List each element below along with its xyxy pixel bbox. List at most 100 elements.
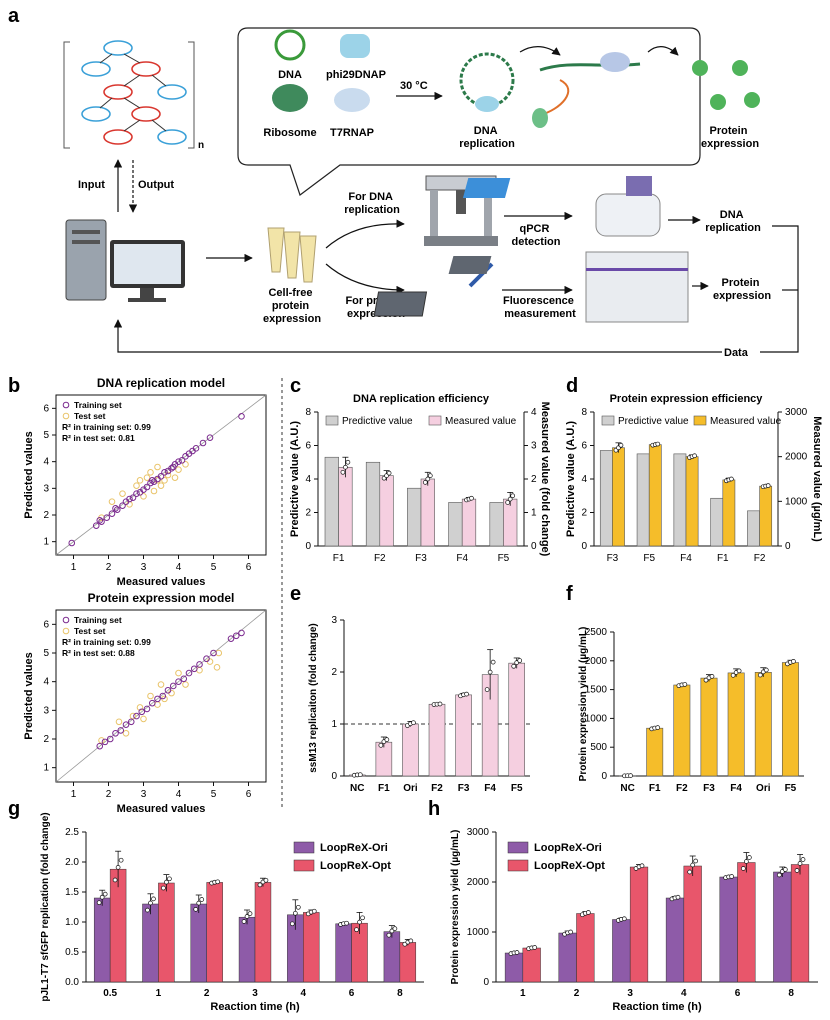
bar-ori <box>558 932 577 983</box>
identity-line <box>55 394 267 556</box>
chart-protein-expression-model: Protein expression model 1 1 2 2 3 3 4 4 5 5 6 6 Meas… <box>23 591 267 815</box>
reagent-ribosome: Ribosome <box>263 127 316 139</box>
replicate-point <box>510 493 516 499</box>
replicate-point <box>215 879 221 885</box>
replicate-point <box>757 672 763 678</box>
bar <box>781 662 799 777</box>
step-protein-expression-line: Protein <box>710 125 748 137</box>
bar-opt <box>254 882 272 983</box>
qpcr-label-line: detection <box>512 236 561 248</box>
scatter-point <box>185 669 193 677</box>
out-dna-label-line: replication <box>705 222 761 234</box>
scatter-point <box>182 681 189 688</box>
replicate-point <box>343 464 348 470</box>
scatter-point <box>112 505 119 512</box>
y-tick-label: 3 <box>43 705 49 716</box>
bar-measured <box>612 447 625 547</box>
replicate-point <box>655 441 661 447</box>
y-axis-label: Predictive value (A.U.) <box>289 421 301 537</box>
bar-measured <box>759 485 773 547</box>
panel-letter-c: c <box>290 375 301 397</box>
replicate-point <box>776 872 782 878</box>
replicate-point <box>464 691 469 697</box>
replicate-point <box>164 879 169 885</box>
scatter-point <box>232 632 240 640</box>
scatter-point <box>96 517 104 524</box>
x-tick-label: F4 <box>484 783 496 794</box>
x-tick-label: 6 <box>349 988 355 999</box>
replicate-point <box>568 929 573 935</box>
y-tick-label: 6 <box>305 441 311 452</box>
for-dna-label: For DNA replication <box>344 191 400 216</box>
y2-tick-label: 1000 <box>785 496 808 507</box>
bar-measured <box>379 475 394 547</box>
legend-swatch <box>693 415 707 426</box>
replicate-point <box>487 669 493 675</box>
legend-swatch <box>601 415 615 426</box>
step-dna-replication: DNA replication <box>459 125 515 150</box>
replicate-point <box>289 921 295 927</box>
chart-dna-replication-efficiency: DNA replication efficiency 0 2 4 6 8 0 1 2 3 4 Pred… <box>289 393 551 564</box>
x-tick-label: 2 <box>574 988 580 999</box>
scatter-point <box>136 477 144 484</box>
scatter-point <box>133 482 140 489</box>
scatter-point <box>101 738 109 746</box>
reagent-t7: T7RNAP <box>330 127 374 139</box>
replicate-point <box>490 659 496 665</box>
scatter-point <box>115 718 123 726</box>
bar <box>727 672 745 777</box>
t7rnap-icon <box>334 88 370 112</box>
replicate-point <box>384 737 390 742</box>
cell-free-label: Cell-free protein expression <box>263 287 321 325</box>
replicate-point <box>378 742 384 748</box>
replicate-point <box>392 926 398 931</box>
replicate-point <box>729 476 734 482</box>
x-tick-label: F3 <box>415 553 427 564</box>
out-dna-label: DNA replication <box>705 209 761 234</box>
bar-predictive <box>448 502 463 547</box>
annotation: R² in training set: 0.99 <box>62 637 151 647</box>
bar-ori <box>190 903 207 983</box>
x-tick-label: 4 <box>176 562 182 573</box>
x-tick-label: F1 <box>333 553 345 564</box>
bar-predictive <box>710 497 724 547</box>
replicate-point <box>292 910 298 916</box>
chart-ssm13-replication: 0 1 2 3 ssM13 replicaiton (fold change) NC F1 O… <box>308 615 530 794</box>
scatter-point <box>192 445 200 452</box>
y2-tick-label: 2 <box>531 474 537 485</box>
bar-ori <box>335 923 352 983</box>
x-axis-label: Reaction time (h) <box>612 1001 702 1013</box>
y-tick-label: 0 <box>305 541 311 552</box>
replicate-point <box>427 473 433 478</box>
replicate-point <box>709 674 715 679</box>
scatter-point <box>136 704 144 711</box>
scatter-point <box>108 498 116 505</box>
scatter-point <box>140 715 147 723</box>
y-tick-label: 3 <box>43 483 49 494</box>
scatter-point <box>180 675 188 683</box>
legend-label: Training set <box>74 615 122 625</box>
bar-opt <box>576 913 595 983</box>
scatter-point <box>143 705 151 713</box>
bar-ori <box>773 871 792 983</box>
x-tick-label: 0.5 <box>103 988 117 999</box>
y-tick-label: 4 <box>581 474 587 485</box>
bar-measured <box>722 479 736 547</box>
scatter-point <box>190 665 198 673</box>
y2-tick-label: 0 <box>531 541 537 552</box>
replicate-point <box>484 687 490 692</box>
x-tick-label: F1 <box>649 783 661 794</box>
y-tick-label: 8 <box>581 407 587 418</box>
qpcr-machine-icon <box>595 176 661 237</box>
scatter-point <box>113 506 121 513</box>
y2-tick-label: 3000 <box>785 407 808 418</box>
scatter-point <box>133 712 140 720</box>
y-tick-label: 0 <box>331 771 337 782</box>
y2-tick-label: 1 <box>531 508 537 519</box>
scatter-point <box>157 482 165 489</box>
x-axis-label: Measured values <box>117 803 206 815</box>
legend-label: Test set <box>74 626 106 636</box>
x-tick-label: 1 <box>156 988 162 999</box>
bar-opt <box>303 912 320 983</box>
